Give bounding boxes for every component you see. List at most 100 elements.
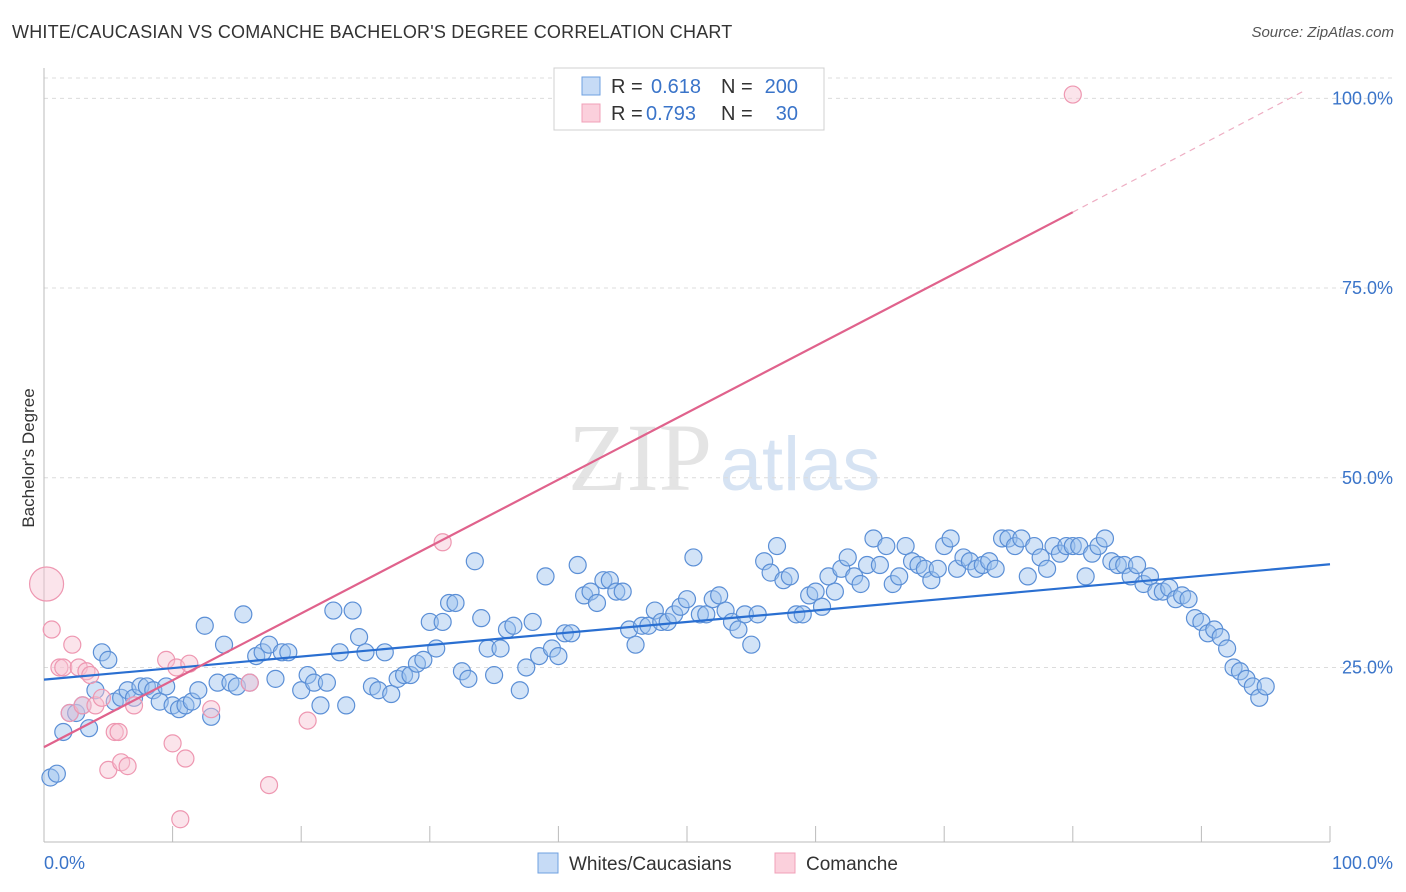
legend-r-value-2: 0.793 [646,103,696,125]
comanche-point [105,722,124,742]
white-point [986,559,1005,578]
white-point [806,582,825,601]
white-point [414,650,433,669]
white-point [767,536,787,556]
white-point [491,639,510,658]
y-tick-label-0: 100.0% [1332,88,1393,108]
white-point [517,658,536,677]
comanche-point [86,696,105,715]
white-point [877,536,896,556]
comanche-point [42,620,61,639]
trend-lines [43,90,1331,749]
comanche-point [1063,85,1082,104]
white-point [337,696,356,715]
white-point [1179,590,1198,609]
comanche-point [163,734,182,753]
white-point [825,582,844,601]
legend-swatch-white [581,76,601,96]
axes [43,68,1331,843]
white-point [845,567,864,586]
y-tick-label-1: 75.0% [1342,278,1393,298]
bottom-legend: Whites/Caucasians Comanche [537,852,898,875]
comanche-point [28,566,65,602]
white-point [1089,536,1108,556]
white-point [189,681,208,700]
white-point [645,601,664,620]
white-point [915,559,935,578]
trend-line-comanche [43,211,1074,749]
white-point [587,593,607,613]
white-point [890,567,909,586]
comanche-point [54,658,73,677]
white-point [787,605,806,624]
comanche-point [63,635,82,654]
white-point [208,673,227,692]
white-point [439,593,459,613]
white-point [542,639,562,658]
white-point [690,605,709,624]
comanche-point [118,757,137,776]
white-point [793,605,812,624]
y-tick-labels: 100.0% 75.0% 50.0% 25.0% [1332,88,1393,677]
comanche-point [176,749,195,768]
white-point [375,643,394,662]
white-point [1063,536,1082,556]
white-point [266,669,285,688]
trend-line-comanche-extension [1072,90,1305,213]
white-point [626,635,645,654]
watermark-atlas: atlas [720,422,881,507]
white-point [1140,567,1160,586]
white-point [1256,677,1275,696]
legend-n-label-2: N = [721,103,753,125]
white-point [999,529,1018,548]
series-comanche-points [28,85,1082,829]
white-point [452,662,472,681]
white-point [735,605,754,624]
white-point [536,567,555,586]
white-point [510,681,529,700]
trend-line-whites [43,563,1331,681]
white-point [182,692,201,711]
white-point [710,586,729,605]
white-point [1237,669,1256,688]
legend: R = 0.618 N = 200 R = 0.793 N = 30 [553,67,825,131]
white-point [202,707,221,726]
white-point [298,665,317,685]
white-point [607,582,626,601]
white-point [1005,536,1025,556]
bottom-legend-swatch-white [537,852,559,874]
white-point [382,684,401,704]
white-point [1025,536,1044,556]
grid-lines [44,77,1395,668]
legend-r-label-1: R = [611,76,643,98]
white-point [896,536,915,556]
white-point [1095,529,1115,548]
bottom-legend-swatch-comanche [774,852,796,874]
white-point [234,605,253,624]
white-point [697,605,716,624]
white-point [851,574,870,594]
legend-n-value-2: 30 [776,103,798,125]
comanche-point [73,696,92,715]
source-label: Source: ZipAtlas.com [1251,24,1394,41]
white-point [549,646,568,666]
white-point [1127,555,1147,575]
white-point [838,548,857,567]
comanche-point [171,810,190,829]
y-tick-label-2: 50.0% [1342,468,1393,488]
white-point [594,571,613,590]
white-point [922,571,941,590]
white-point [568,555,587,575]
white-point [857,555,877,575]
white-point [1218,639,1237,658]
white-point [99,650,118,669]
comanche-point [259,775,279,795]
comanche-point [92,688,111,707]
white-point [1115,555,1134,575]
white-point [1082,544,1102,563]
white-point [427,639,446,658]
white-point [1108,555,1127,575]
white-point [465,552,484,571]
white-point [459,669,478,688]
